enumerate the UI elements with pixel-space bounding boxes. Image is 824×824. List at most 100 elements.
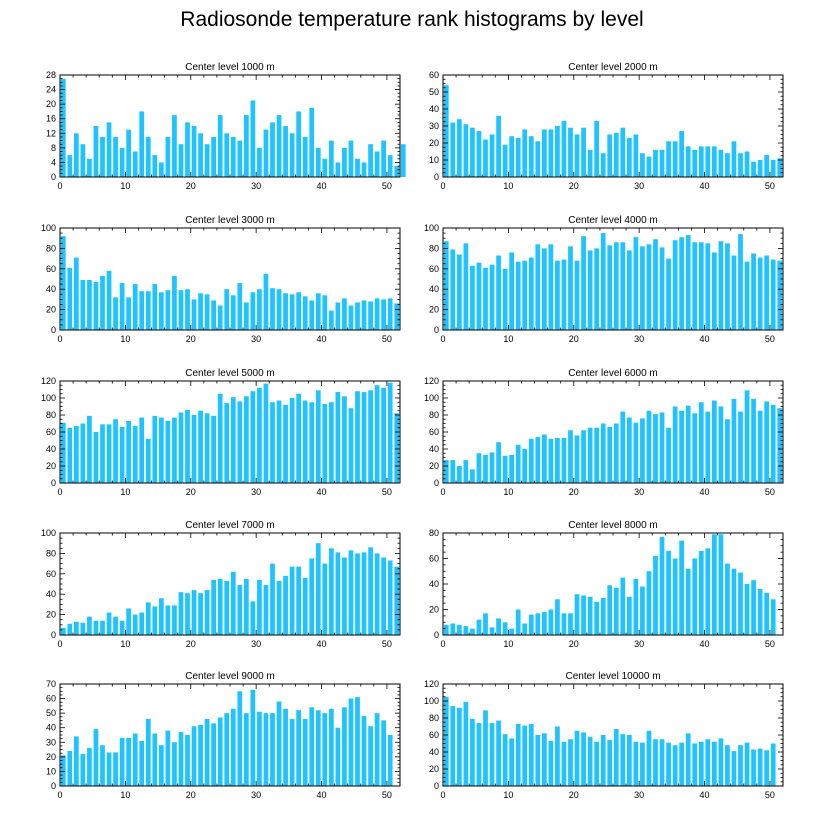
bar [535,244,541,330]
bar [243,115,249,177]
y-tick-label: 60 [429,427,439,437]
x-tick-label: 30 [634,790,644,800]
bar [132,284,138,330]
bar [698,146,704,177]
bar [80,280,86,330]
bar [60,422,66,483]
bar [217,717,223,786]
bar [600,153,606,177]
bar [581,732,586,786]
bar [613,587,619,635]
x-tick-label: 40 [317,639,327,649]
bar [211,300,217,330]
bar [470,127,475,177]
x-tick-label: 50 [765,181,775,191]
bar [502,734,508,786]
bar [355,697,360,786]
bar [777,260,783,330]
bar [374,298,380,330]
bar [374,385,380,483]
bar [672,240,678,330]
bar [443,696,449,786]
bar [653,414,658,483]
bar [646,156,652,177]
bar [250,391,256,483]
bar [165,730,171,786]
bar [679,540,685,635]
bar [483,139,488,177]
bar [394,413,400,483]
bar [224,133,230,177]
bar [581,595,586,635]
bar [751,580,756,635]
bar [237,283,243,330]
bar [613,132,619,177]
bar [126,608,132,635]
bar [250,689,256,786]
bar [561,613,567,635]
y-tick-label: 20 [429,461,439,471]
bar [361,162,367,177]
bar [640,418,645,483]
bar [456,707,462,786]
bar [283,404,288,483]
bar [257,289,262,330]
bar [528,136,534,177]
bar [764,592,770,635]
y-tick-label: 80 [429,410,439,420]
bar [243,713,249,786]
bar [178,412,184,483]
bar [93,126,99,177]
bar [463,460,469,483]
x-tick-label: 0 [440,181,445,191]
bar [764,255,770,330]
x-tick-label: 40 [700,639,710,649]
y-tick-label: 4 [51,157,56,167]
bar [178,290,184,330]
bar [692,149,698,177]
bar [322,403,328,483]
bar [309,707,315,786]
bar [355,391,360,483]
bar [620,734,626,786]
bar [483,613,488,635]
x-tick-label: 40 [317,181,327,191]
y-tick-label: 120 [424,376,439,386]
y-tick-label: 80 [429,528,439,538]
bar [217,578,223,635]
bar [548,740,554,786]
bar [289,133,295,177]
bar [204,590,210,635]
panel-8: Center level 8000 m 0 20 40 60 80 0 10 20 30 40 50 [429,520,784,649]
bar [443,85,449,177]
panel-4: Center level 4000 m 0 20 40 60 80 100 0 10 20 30 40… [424,215,784,344]
x-tick-label: 0 [440,487,445,497]
bar [496,255,501,330]
bar [718,738,724,786]
bar [535,437,541,483]
y-tick-label: 80 [429,243,439,253]
bar [711,400,717,483]
y-tick-label: 0 [434,172,439,182]
bar [87,415,92,483]
bar [711,146,717,177]
y-tick-label: 80 [46,548,56,558]
bar [731,568,737,635]
bar [152,733,158,786]
bar [705,243,711,330]
bar [374,553,380,635]
bar [626,735,632,786]
bar [515,137,521,177]
bar [302,400,308,483]
bar [381,140,387,177]
x-tick-label: 0 [57,181,62,191]
bar [607,245,613,330]
bar [594,120,600,177]
x-tick-label: 30 [251,790,261,800]
bar [204,144,210,177]
bar [348,305,354,330]
bar [211,415,217,483]
bar [587,596,593,635]
bar [185,289,190,330]
y-tick-label: 60 [46,427,56,437]
